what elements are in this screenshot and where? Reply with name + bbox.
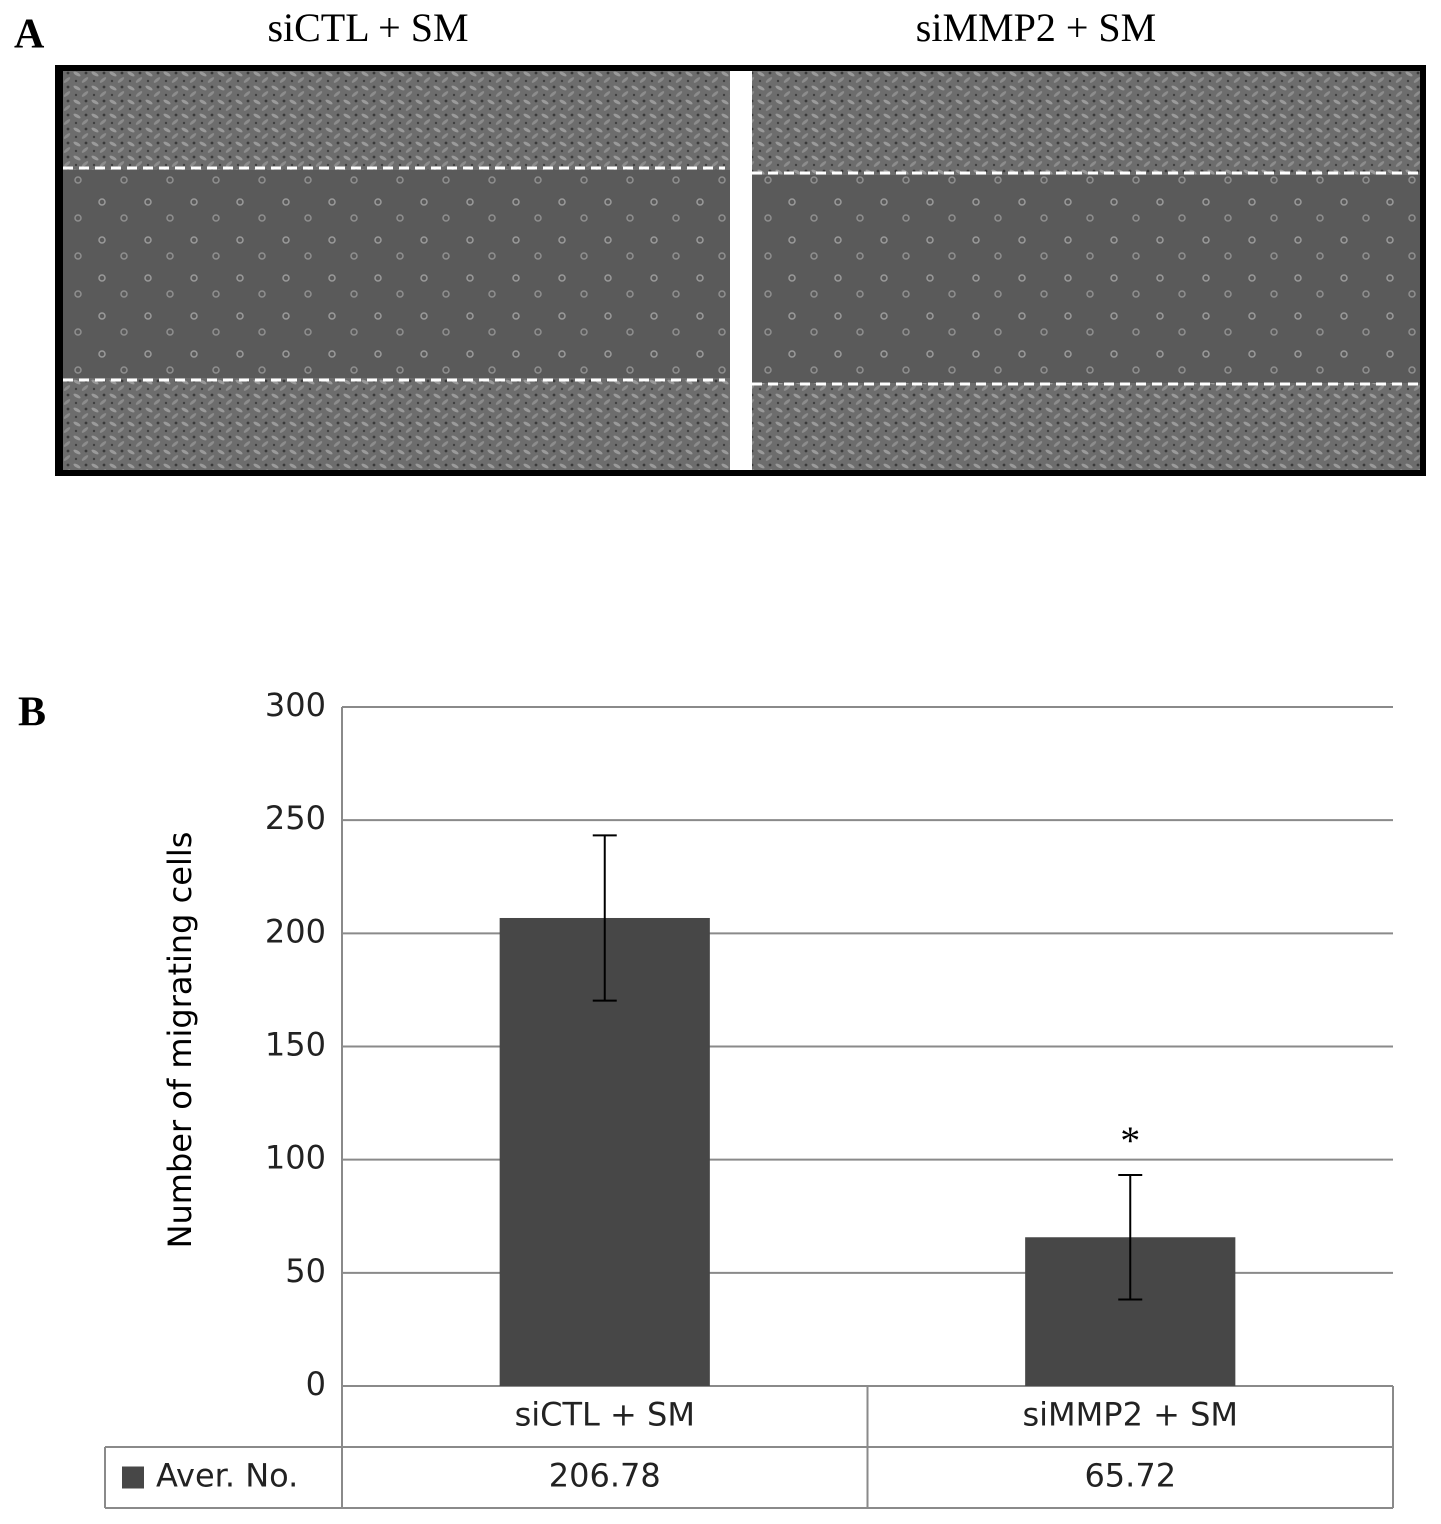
y-tick-label: 200 — [265, 912, 326, 950]
y-tick-label: 250 — [265, 799, 326, 837]
legend-swatch — [122, 1466, 144, 1489]
legend-label: Aver. No. — [156, 1457, 298, 1495]
x-tick-label: siCTL + SM — [515, 1396, 695, 1434]
y-tick-label: 100 — [265, 1139, 326, 1177]
y-tick-label: 150 — [265, 1026, 326, 1064]
panel-label: A — [14, 12, 45, 58]
micrograph — [752, 71, 1420, 470]
micrograph — [63, 71, 730, 470]
image-title: siMMP2 + SM — [916, 5, 1156, 50]
y-tick-label: 50 — [285, 1252, 326, 1290]
significance-mark: * — [1120, 1118, 1140, 1163]
table-value: 206.78 — [549, 1457, 661, 1495]
x-tick-label: siMMP2 + SM — [1022, 1396, 1238, 1434]
y-tick-label: 300 — [265, 686, 326, 724]
panel-label: B — [18, 690, 46, 736]
y-axis-label: Number of migrating cells — [161, 832, 199, 1249]
image-gap — [730, 71, 752, 470]
image-title: siCTL + SM — [267, 5, 468, 50]
table-value: 65.72 — [1084, 1457, 1176, 1495]
y-tick-label: 0 — [306, 1365, 326, 1403]
